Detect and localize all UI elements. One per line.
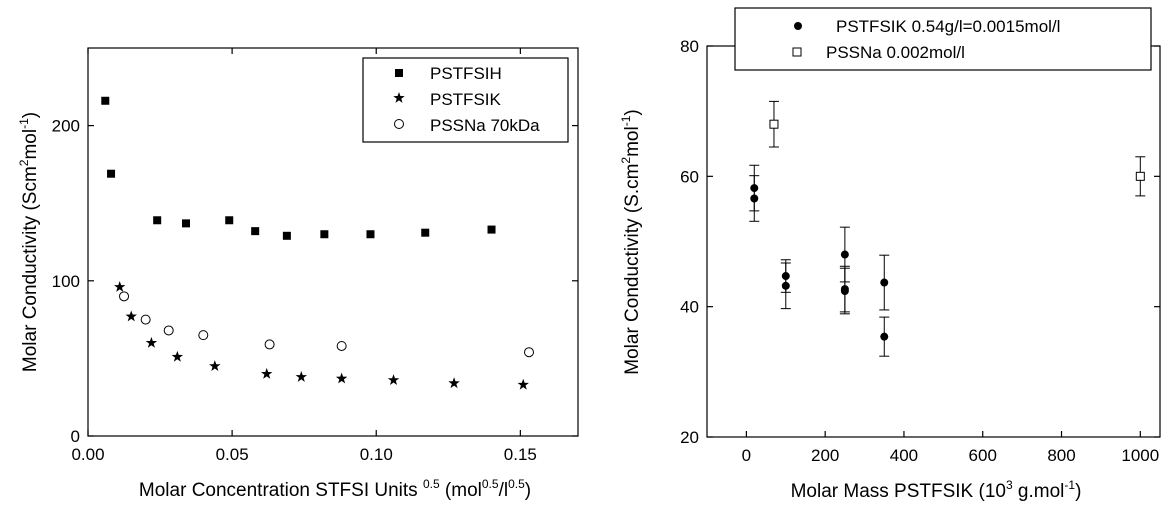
right-data-points — [749, 100, 1146, 357]
right-y-tick-label: 20 — [680, 428, 699, 447]
right-x-axis-title: Molar Mass PSTFSIK (103 g.mol-1) — [791, 478, 1082, 502]
right-x-tick-label: 0 — [742, 446, 751, 465]
right-y-tick-label: 40 — [680, 298, 699, 317]
point-pstfsik — [517, 378, 529, 390]
right-plot-frame — [706, 45, 1161, 438]
legend-label-pstfsik: PSTFSIK — [430, 90, 502, 109]
left-x-tick-label: 0.05 — [216, 445, 249, 464]
legend-marker-pstfsih — [395, 69, 403, 77]
point-pstfsih — [225, 216, 234, 225]
left-x-tick-label: 0.10 — [360, 445, 393, 464]
point-pstfsik — [387, 374, 400, 385]
right-x-ticks: 0 200 400 600 800 1000 — [742, 46, 1159, 465]
point-pstfsik-0-54g-l-0-0015mol-l — [880, 332, 889, 341]
point-pssna-70kda — [198, 330, 209, 341]
point-pstfsik-0-54g-l-0-0015mol-l — [781, 281, 790, 290]
left-x-ticks: 0.00 0.05 0.10 0.15 — [71, 48, 537, 464]
point-pstfsik-0-54g-l-0-0015mol-l — [880, 278, 889, 287]
legend-label-pstfsih: PSTFSIH — [430, 64, 502, 83]
left-y-tick-label: 200 — [52, 117, 80, 136]
point-pssna-70kda — [163, 325, 174, 336]
right-legend: PSTFSIK 0.54g/l=0.0015mol/l PSSNa 0.002m… — [734, 7, 1152, 71]
legend-marker-pstfsik — [393, 92, 405, 103]
point-pssna-0-002mol-l — [1135, 171, 1145, 181]
legend-label-pssna-0002: PSSNa 0.002mol/l — [826, 43, 965, 62]
point-pstfsik-0-54g-l-0-0015mol-l — [840, 287, 849, 296]
point-pstfsih — [421, 228, 430, 237]
right-x-tick-label: 400 — [890, 446, 918, 465]
point-pstfsik — [335, 372, 348, 384]
point-pstfsih — [101, 96, 110, 105]
point-pstfsih — [320, 230, 329, 239]
point-pstfsik — [114, 281, 126, 292]
point-pssna-70kda — [140, 314, 151, 325]
left-x-axis-title: Molar Concentration STFSI Units 0.5 (mol… — [139, 477, 531, 501]
point-pstfsih — [487, 225, 496, 234]
right-legend-box — [734, 7, 1152, 71]
left-legend: PSTFSIH PSTFSIK PSSNa 70kDa — [362, 57, 569, 143]
left-x-tick-label: 0.00 — [71, 445, 104, 464]
legend-label-pstfsik-054: PSTFSIK 0.54g/l=0.0015mol/l — [836, 17, 1060, 36]
left-y-tick-label: 0 — [71, 427, 80, 446]
point-pstfsik-0-54g-l-0-0015mol-l — [840, 250, 849, 259]
right-y-tick-label: 60 — [680, 167, 699, 186]
point-pssna-70kda — [264, 339, 275, 350]
point-pstfsih — [251, 227, 260, 236]
point-pstfsik — [295, 371, 307, 382]
right-chart: 0 200 400 600 800 1000 20 40 60 80 PSTFSIK 0.54g… — [619, 7, 1161, 502]
point-pstfsik — [448, 377, 460, 389]
point-pstfsik — [261, 367, 273, 379]
point-pstfsik — [171, 350, 184, 362]
point-pstfsik — [209, 360, 221, 372]
right-x-tick-label: 800 — [1047, 446, 1075, 465]
point-pssna-70kda — [336, 340, 347, 351]
left-plot-frame — [87, 47, 579, 437]
left-data-points — [101, 96, 534, 390]
right-x-tick-label: 600 — [969, 446, 997, 465]
legend-marker-pstfsik-054 — [794, 22, 802, 30]
point-pstfsih — [107, 169, 116, 178]
left-y-tick-label: 100 — [52, 272, 80, 291]
point-pstfsik — [125, 310, 137, 322]
point-pstfsih — [153, 216, 162, 225]
left-chart: 0.00 0.05 0.10 0.15 0 100 200 PSTFSIH PSTFSIK… — [17, 47, 579, 501]
point-pstfsih — [366, 230, 375, 239]
left-y-axis-title: Molar Conductivity (Scm2mol-1) — [17, 112, 41, 372]
legend-marker-pssna-0002 — [792, 47, 802, 57]
left-y-ticks: 0 100 200 — [52, 117, 578, 446]
right-y-axis-title: Molar Conductivity (S.cm2mol-1) — [619, 109, 643, 374]
legend-marker-pssna-70kda — [394, 119, 404, 129]
left-x-tick-label: 0.15 — [504, 445, 537, 464]
point-pssna-70kda — [524, 347, 534, 358]
right-y-ticks: 20 40 60 80 — [680, 37, 1160, 447]
right-x-tick-label: 200 — [811, 446, 839, 465]
right-x-tick-label: 1000 — [1121, 446, 1159, 465]
point-pstfsih — [182, 219, 190, 228]
point-pstfsik — [145, 336, 158, 348]
right-y-tick-label: 80 — [680, 37, 699, 56]
point-pssna-70kda — [119, 291, 130, 302]
point-pstfsik-0-54g-l-0-0015mol-l — [750, 194, 759, 203]
point-pstfsih — [282, 231, 291, 240]
legend-label-pssna-70kda: PSSNa 70kDa — [430, 116, 540, 135]
point-pssna-0-002mol-l — [769, 119, 779, 129]
